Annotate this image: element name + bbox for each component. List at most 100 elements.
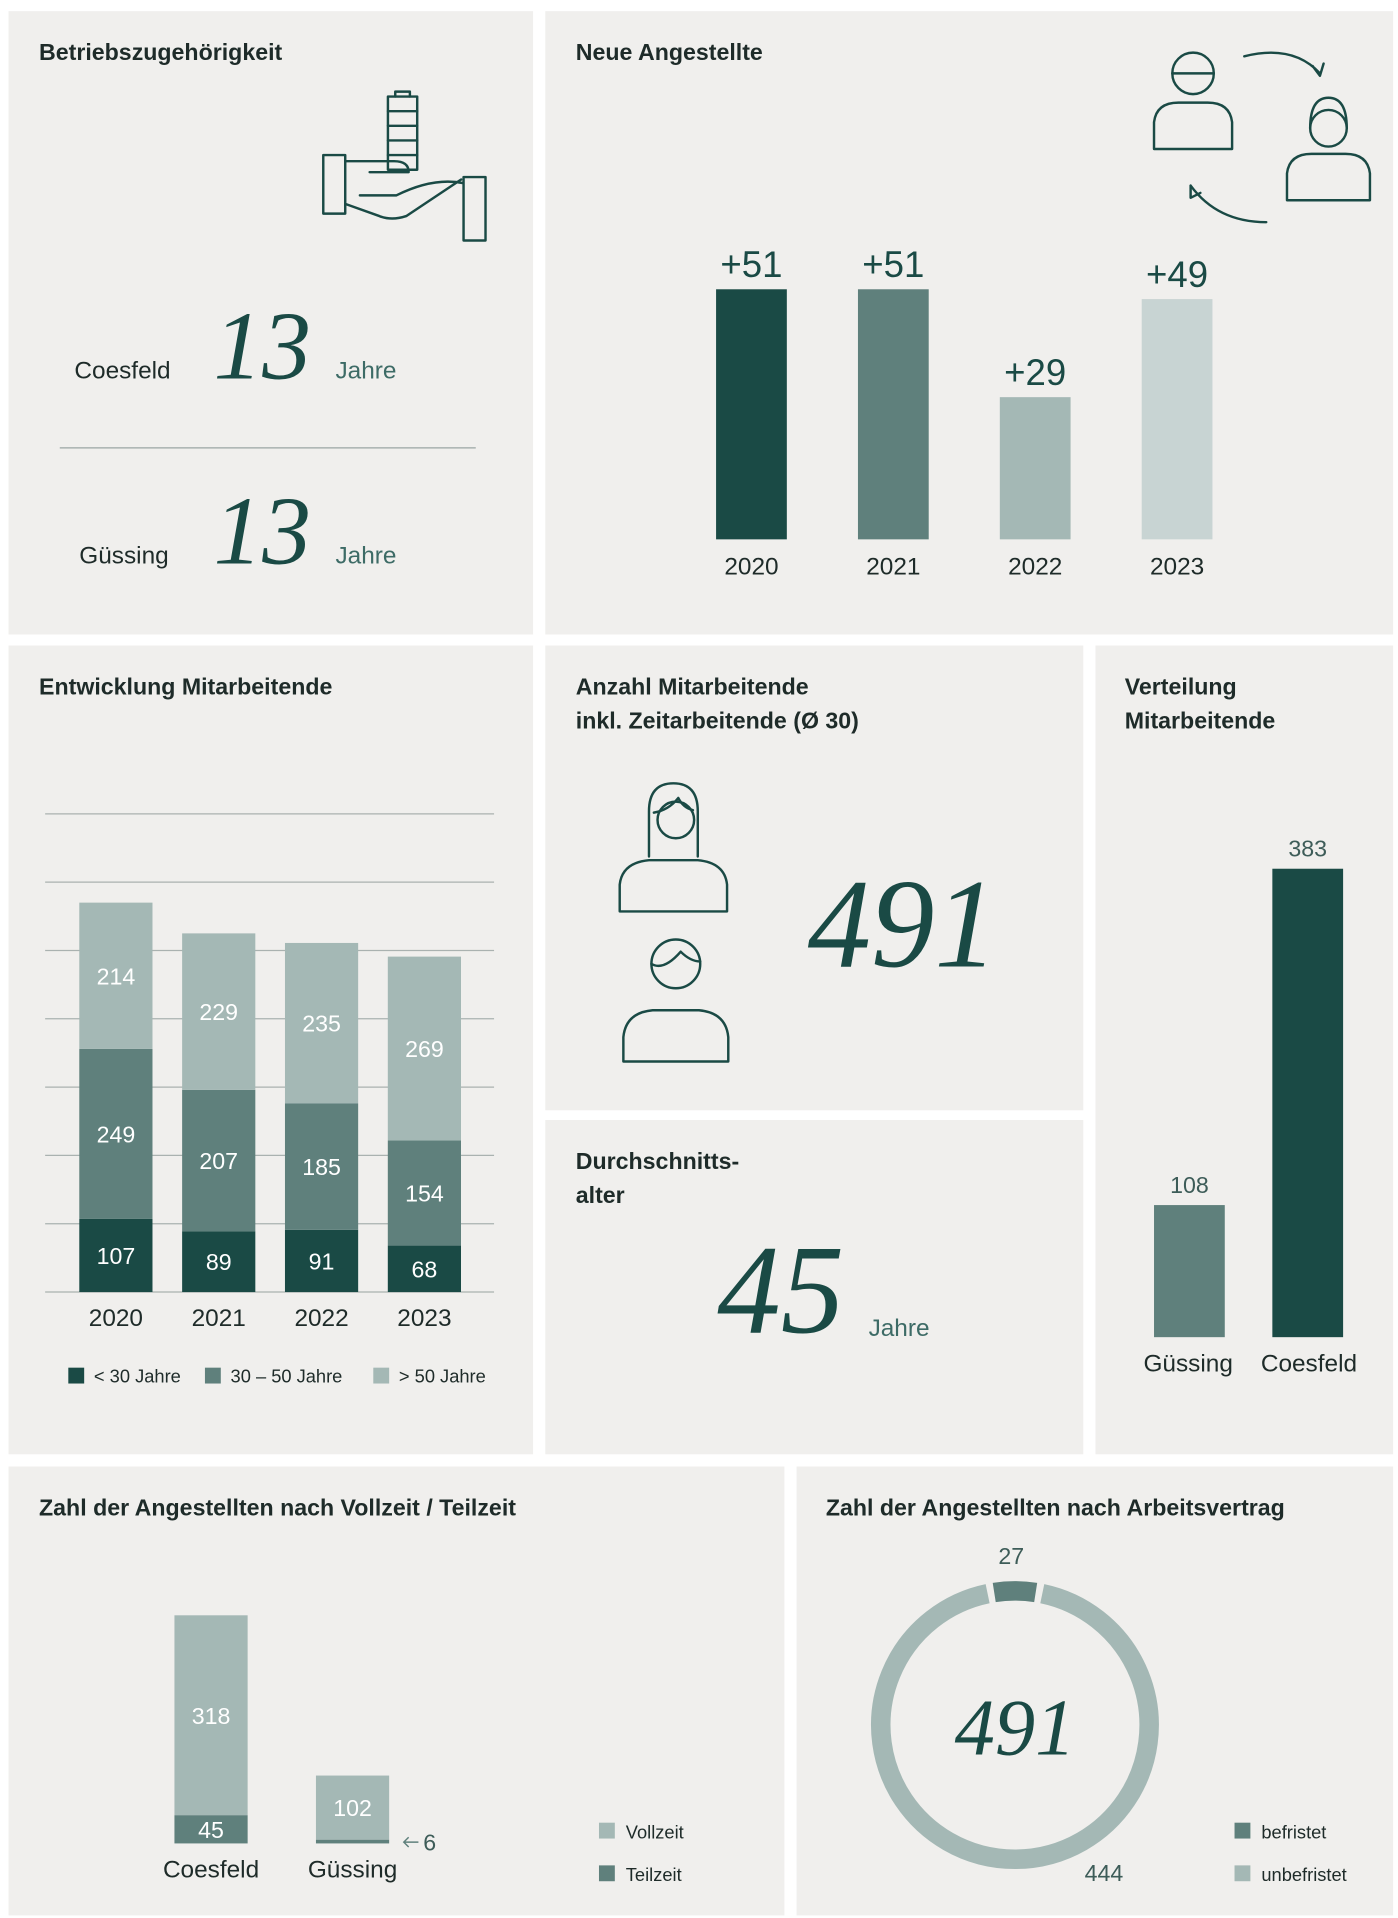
segment-label: 235 xyxy=(302,1011,341,1037)
bar-segment xyxy=(79,902,153,1049)
legend-swatch xyxy=(598,1865,615,1882)
panel-title: Verteilung xyxy=(1125,673,1237,699)
x-tick-label: Coesfeld xyxy=(1261,1350,1357,1377)
bar-segment xyxy=(174,1615,248,1816)
x-tick-label: 2022 xyxy=(294,1305,348,1332)
x-tick-label: Güssing xyxy=(1143,1350,1232,1377)
bar-segment xyxy=(182,933,256,1090)
value-label: +51 xyxy=(862,244,924,285)
value-label: 27 xyxy=(998,1543,1024,1569)
bar xyxy=(1272,868,1344,1338)
bar-segment xyxy=(315,1775,390,1840)
bar xyxy=(716,289,787,540)
bar-segment xyxy=(315,1839,390,1844)
value-label: +51 xyxy=(720,244,782,285)
segment-label: 207 xyxy=(199,1148,238,1174)
legend-swatch xyxy=(1234,1865,1251,1882)
x-tick-label: 2023 xyxy=(397,1305,451,1332)
legend-label: 30 – 50 Jahre xyxy=(231,1365,343,1386)
segment-label: 229 xyxy=(199,999,238,1025)
segment-label: 154 xyxy=(405,1181,444,1207)
unit: Jahre xyxy=(869,1315,930,1342)
legend-swatch xyxy=(373,1367,390,1384)
age-value: 45 xyxy=(717,1220,844,1360)
legend-label: Teilzeit xyxy=(626,1864,682,1885)
bar-segment xyxy=(182,1231,256,1293)
value-label: 108 xyxy=(1170,1172,1209,1198)
bar-segment xyxy=(387,1140,461,1246)
panel-title: Mitarbeitende xyxy=(1125,707,1276,733)
panel-title: Neue Angestellte xyxy=(576,39,763,65)
unit: Jahre xyxy=(335,543,396,570)
legend-label: unbefristet xyxy=(1261,1864,1346,1885)
panel-title: Zahl der Angestellten nach Arbeitsvertra… xyxy=(826,1494,1285,1520)
value-label: +29 xyxy=(1004,352,1066,393)
bar-segment xyxy=(174,1815,248,1844)
segment-label: 45 xyxy=(198,1817,224,1843)
segment-label: 318 xyxy=(192,1703,231,1729)
legend-label: < 30 Jahre xyxy=(94,1365,181,1386)
panel-title: Betriebszugehörigkeit xyxy=(39,39,282,65)
bar xyxy=(1141,299,1213,540)
value-label: 444 xyxy=(1085,1860,1124,1886)
bar xyxy=(999,397,1071,540)
segment-label: 269 xyxy=(405,1036,444,1062)
tenure-years: 13 xyxy=(213,478,311,586)
bar xyxy=(857,289,929,540)
bar-segment xyxy=(284,942,359,1104)
donut-segment xyxy=(871,1584,1159,1870)
bar-segment xyxy=(284,1229,359,1293)
tenure-years: 13 xyxy=(213,292,311,400)
bar-segment xyxy=(284,1103,359,1230)
donut-center-label: 491 xyxy=(955,1683,1076,1772)
label-arrow xyxy=(402,1836,419,1848)
segment-label: 185 xyxy=(302,1154,341,1180)
legend-swatch xyxy=(68,1367,85,1384)
segment-label: 6 xyxy=(423,1830,436,1856)
segment-label: 214 xyxy=(97,963,136,989)
value-label: 383 xyxy=(1288,836,1327,862)
legend-label: Vollzeit xyxy=(626,1822,684,1843)
bar-segment xyxy=(387,1245,461,1293)
panel-title: Durchschnitts- xyxy=(576,1148,739,1174)
bar-segment xyxy=(387,956,461,1141)
legend-swatch xyxy=(1234,1822,1251,1839)
people-exchange-icon xyxy=(1152,51,1372,224)
legend-swatch xyxy=(598,1822,615,1839)
x-tick-label: 2022 xyxy=(1008,554,1062,581)
location: Coesfeld xyxy=(74,357,170,384)
segment-label: 249 xyxy=(97,1121,136,1147)
donut-segment xyxy=(992,1581,1038,1603)
segment-label: 91 xyxy=(309,1248,335,1274)
legend-label: befristet xyxy=(1261,1822,1326,1843)
x-tick-label: 2020 xyxy=(89,1305,143,1332)
x-tick-label: Güssing xyxy=(308,1857,397,1884)
location: Güssing xyxy=(79,543,168,570)
headcount-value: 491 xyxy=(808,854,998,994)
segment-label: 107 xyxy=(97,1243,136,1269)
unit: Jahre xyxy=(335,357,396,384)
panel-title: Anzahl Mitarbeitende xyxy=(576,673,809,699)
legend-label: > 50 Jahre xyxy=(399,1365,486,1386)
panel-title: Entwicklung Mitarbeitende xyxy=(39,673,332,699)
panel-title: inkl. Zeitarbeitende (Ø 30) xyxy=(576,707,859,733)
panel-title: alter xyxy=(576,1182,625,1208)
segment-label: 102 xyxy=(333,1795,372,1821)
people-icon xyxy=(618,782,730,1063)
segment-label: 89 xyxy=(206,1249,232,1275)
x-tick-label: 2021 xyxy=(192,1305,246,1332)
legend-swatch xyxy=(204,1367,221,1384)
bar-segment xyxy=(182,1089,256,1232)
x-tick-label: 2023 xyxy=(1150,554,1204,581)
x-tick-label: 2020 xyxy=(724,554,778,581)
x-tick-label: 2021 xyxy=(866,554,920,581)
x-tick-label: Coesfeld xyxy=(163,1857,259,1884)
bar-segment xyxy=(79,1048,153,1219)
bar-segment xyxy=(79,1218,153,1293)
bar xyxy=(1154,1205,1225,1338)
value-label: +49 xyxy=(1146,254,1208,295)
panel-title: Zahl der Angestellten nach Vollzeit / Te… xyxy=(39,1494,516,1520)
hands-icon xyxy=(322,90,487,242)
segment-label: 68 xyxy=(412,1256,438,1282)
